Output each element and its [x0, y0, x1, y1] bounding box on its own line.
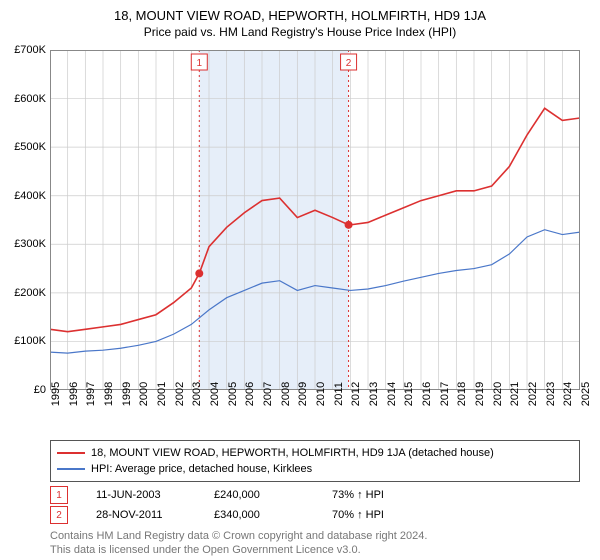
- y-tick-label: £200K: [0, 287, 46, 299]
- sale-row-2: 2 28-NOV-2011 £340,000 70% ↑ HPI: [50, 506, 580, 524]
- x-tick-label: 2025: [580, 382, 600, 406]
- sale-pct-2: 70% ↑ HPI: [332, 509, 422, 521]
- y-tick-label: £700K: [0, 44, 46, 56]
- legend-label-2: HPI: Average price, detached house, Kirk…: [91, 463, 312, 475]
- sale-date-1: 11-JUN-2003: [96, 489, 186, 501]
- legend: 18, MOUNT VIEW ROAD, HEPWORTH, HOLMFIRTH…: [50, 440, 580, 482]
- footer-line-1: Contains HM Land Registry data © Crown c…: [50, 530, 427, 542]
- sale-price-1: £240,000: [214, 489, 304, 501]
- sale-marker-2: 2: [50, 506, 68, 524]
- sale-marker-1: 1: [50, 486, 68, 504]
- plot-border: [50, 50, 580, 390]
- legend-label-1: 18, MOUNT VIEW ROAD, HEPWORTH, HOLMFIRTH…: [91, 447, 494, 459]
- sale-row-1: 1 11-JUN-2003 £240,000 73% ↑ HPI: [50, 486, 580, 504]
- y-tick-label: £500K: [0, 141, 46, 153]
- chart-title: 18, MOUNT VIEW ROAD, HEPWORTH, HOLMFIRTH…: [0, 0, 600, 23]
- legend-swatch-2: [57, 468, 85, 470]
- sale-price-2: £340,000: [214, 509, 304, 521]
- chart-plot-area: 12: [50, 50, 580, 390]
- y-tick-label: £300K: [0, 238, 46, 250]
- legend-item-2: HPI: Average price, detached house, Kirk…: [57, 461, 573, 477]
- footer-line-2: This data is licensed under the Open Gov…: [50, 544, 361, 556]
- y-tick-label: £400K: [0, 190, 46, 202]
- y-tick-label: £600K: [0, 93, 46, 105]
- chart-subtitle: Price paid vs. HM Land Registry's House …: [0, 23, 600, 45]
- legend-item-1: 18, MOUNT VIEW ROAD, HEPWORTH, HOLMFIRTH…: [57, 445, 573, 461]
- y-tick-label: £0: [0, 384, 46, 396]
- sale-pct-1: 73% ↑ HPI: [332, 489, 422, 501]
- sale-date-2: 28-NOV-2011: [96, 509, 186, 521]
- y-tick-label: £100K: [0, 335, 46, 347]
- legend-swatch-1: [57, 452, 85, 454]
